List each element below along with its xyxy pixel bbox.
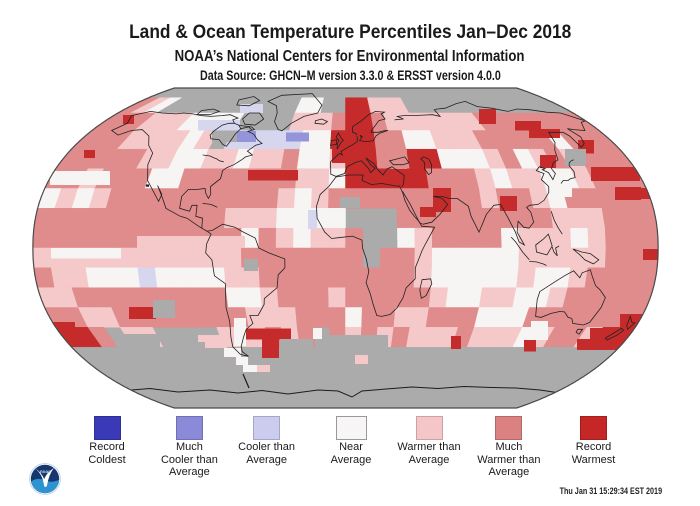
svg-text:noaa: noaa — [40, 469, 51, 474]
